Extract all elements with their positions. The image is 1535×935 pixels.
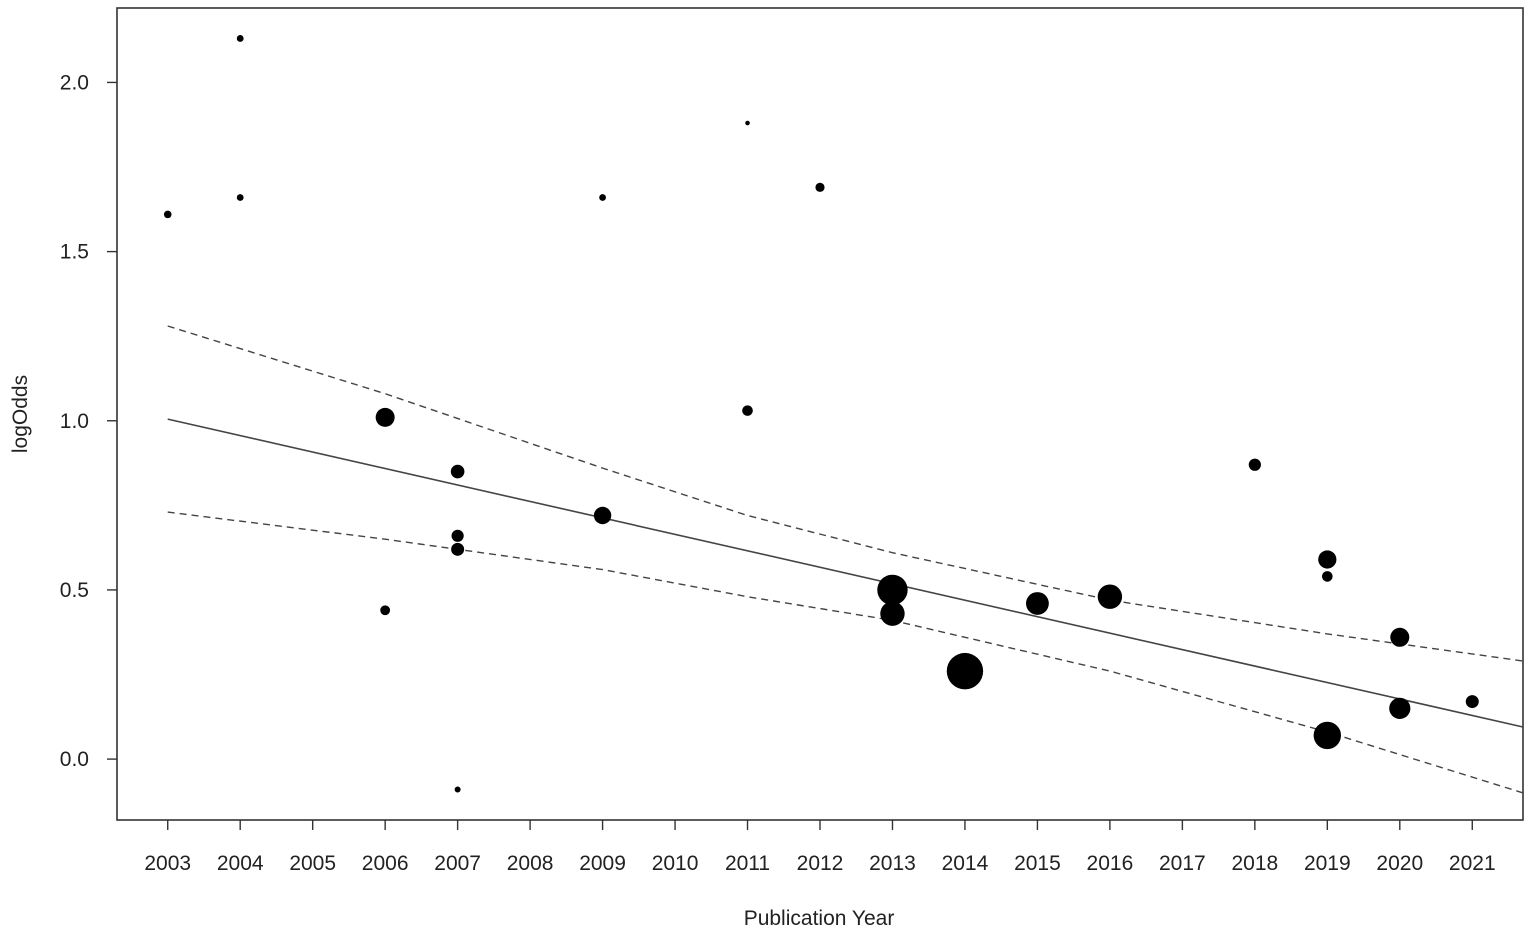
x-tick-label: 2016 (1087, 852, 1134, 875)
data-point (451, 542, 465, 556)
data-point (236, 35, 244, 42)
regression-line (167, 418, 1524, 728)
data-point (742, 405, 753, 416)
x-tick-label: 2015 (1014, 852, 1061, 875)
regression-layer (167, 325, 1524, 794)
ci-upper-line (167, 325, 1524, 662)
data-point (454, 786, 461, 793)
y-tick-label: 0.0 (60, 748, 89, 771)
x-tick-label: 2018 (1231, 852, 1278, 875)
x-tick-label: 2004 (217, 852, 264, 875)
y-axis-title: logOdds (9, 375, 32, 453)
data-point (375, 407, 395, 427)
x-tick-label: 2008 (507, 852, 554, 875)
x-tick-label: 2013 (869, 852, 916, 875)
data-point (815, 182, 825, 192)
data-point (380, 605, 391, 616)
y-tick-label: 2.0 (60, 71, 89, 94)
y-tick-label: 1.5 (60, 241, 89, 264)
x-tick-label: 2014 (942, 852, 989, 875)
y-tick-label: 0.5 (60, 579, 89, 602)
x-tick-label: 2021 (1449, 852, 1496, 875)
x-axis-title: Publication Year (744, 907, 895, 930)
data-point (450, 464, 465, 479)
x-tick-label: 2019 (1304, 852, 1351, 875)
x-tick-label: 2020 (1376, 852, 1423, 875)
x-tick-label: 2009 (579, 852, 626, 875)
data-point (593, 506, 612, 525)
x-axis: 2003 2004 2005 2006 2007 2008 2009 2010 2011 2012… (144, 820, 1496, 875)
x-tick-label: 2005 (289, 852, 336, 875)
data-point (1322, 571, 1333, 582)
x-tick-label: 2006 (362, 852, 409, 875)
points-layer (163, 35, 1479, 793)
y-tick-label: 1.0 (60, 410, 89, 433)
data-point (946, 652, 984, 690)
data-point (236, 194, 244, 201)
data-point (163, 210, 172, 219)
plot-frame (116, 7, 1524, 821)
ci-lower-line (167, 511, 1524, 794)
data-point (1389, 697, 1411, 719)
data-point (1313, 721, 1342, 750)
data-point (599, 194, 606, 201)
x-tick-label: 2011 (725, 852, 770, 875)
data-point (1390, 627, 1410, 647)
data-point (1026, 592, 1049, 615)
x-tick-label: 2012 (797, 852, 844, 875)
data-point (877, 574, 908, 606)
data-point (1097, 584, 1123, 609)
data-point (451, 529, 464, 542)
x-tick-label: 2003 (144, 852, 191, 875)
data-point (745, 120, 750, 126)
y-axis: 0.0 0.5 1.0 1.5 2.0 (60, 71, 117, 771)
data-point (880, 601, 905, 626)
data-point (1465, 695, 1479, 709)
data-point (1318, 550, 1337, 569)
x-tick-label: 2007 (434, 852, 481, 875)
x-tick-label: 2017 (1159, 852, 1206, 875)
x-tick-label: 2010 (652, 852, 699, 875)
data-point (1248, 458, 1261, 471)
